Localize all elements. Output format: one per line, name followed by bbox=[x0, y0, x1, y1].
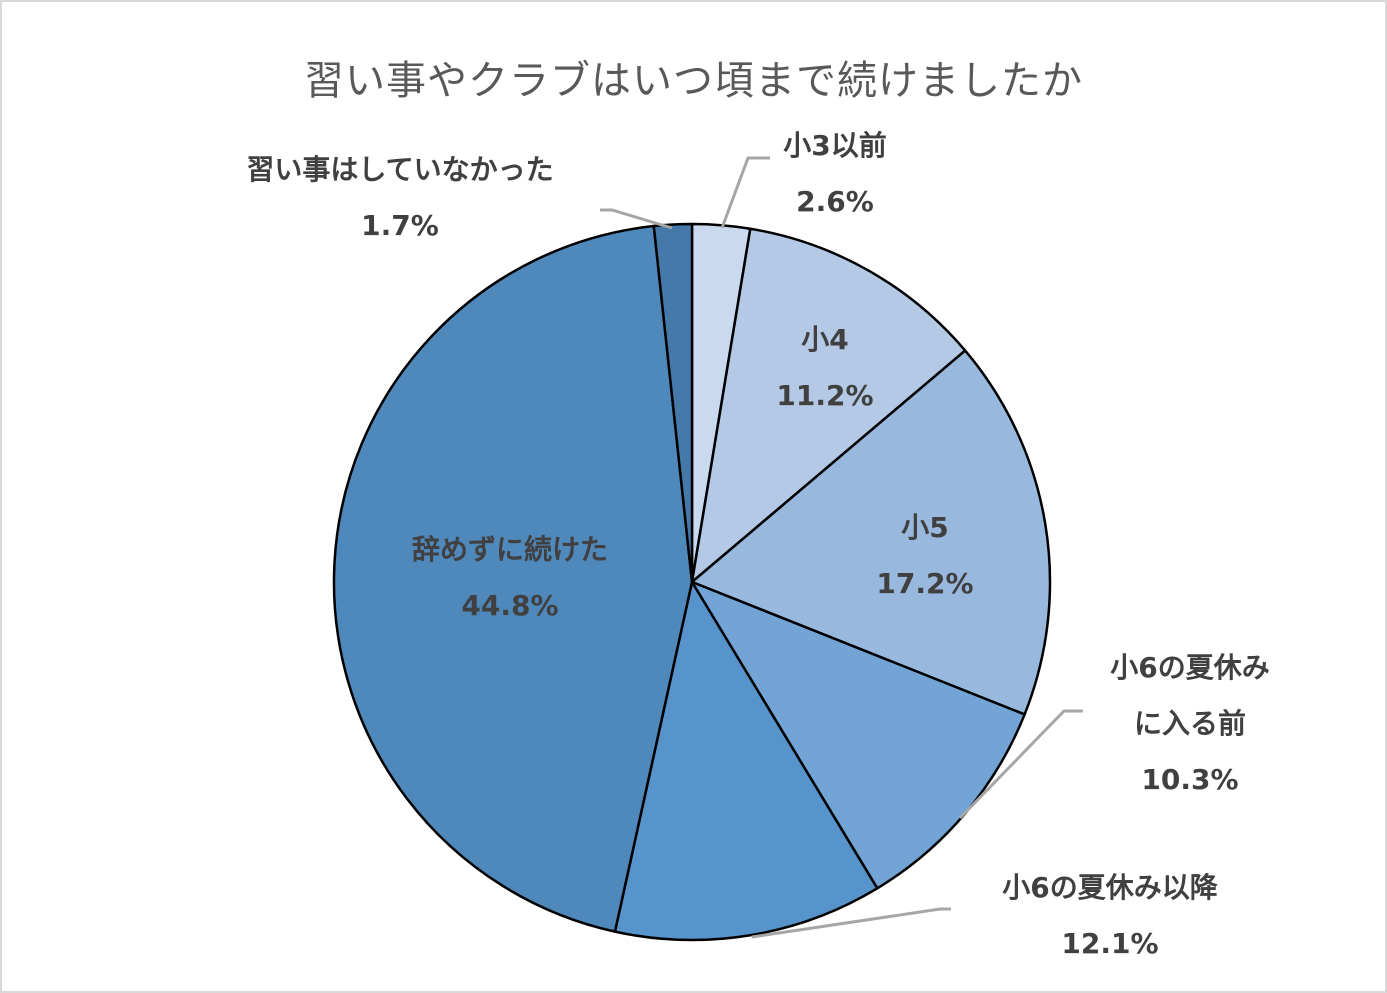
data-label-sho5: 小5 17.2% bbox=[876, 511, 974, 600]
pie-slice bbox=[332, 224, 694, 933]
leader-line-sho6-before bbox=[958, 709, 1083, 820]
leader-line-sho3 bbox=[720, 156, 770, 229]
leader-lines bbox=[600, 156, 1083, 939]
chart-title: 習い事やクラブはいつ頃まで続けましたか bbox=[304, 58, 1083, 104]
pie-slice bbox=[690, 227, 967, 584]
data-label-continued: 辞めずに続けた 44.8% bbox=[411, 533, 608, 622]
leader-line-none bbox=[600, 208, 673, 230]
data-label-no-lessons: 習い事はしていなかった 1.7% bbox=[246, 153, 554, 242]
pie-slice bbox=[613, 580, 879, 942]
pie-slice bbox=[690, 349, 1052, 716]
data-label-sho3: 小3以前 2.6% bbox=[783, 129, 887, 218]
data-label-sho6-before-summer: 小6の夏休み に入る前 10.3% bbox=[1110, 651, 1270, 796]
data-label-sho6-after-summer: 小6の夏休み以降 12.1% bbox=[1002, 871, 1218, 960]
leader-line-sho6-after bbox=[751, 907, 951, 939]
pie-slices bbox=[332, 222, 1052, 942]
pie-slice bbox=[652, 222, 694, 584]
data-label-sho4: 小4 11.2% bbox=[776, 323, 874, 412]
